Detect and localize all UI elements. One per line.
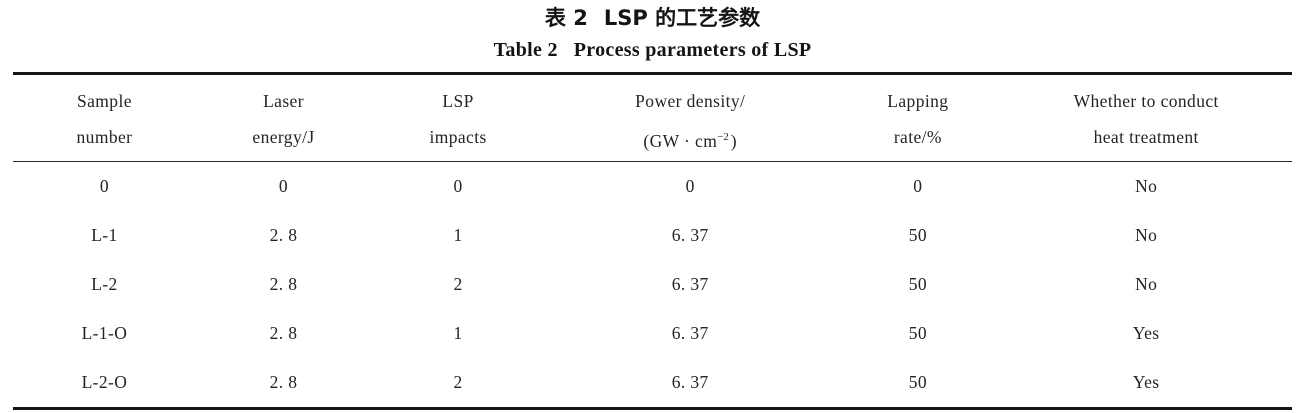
header-line-unit: (GW · cm−2) [545, 119, 835, 155]
table-cell: 2. 8 [269, 372, 298, 392]
table-cell: 2. 8 [269, 274, 298, 294]
header-line: Lapping [887, 91, 949, 111]
header-line: Whether to conduct [1073, 91, 1219, 111]
table-cell: L-1-O [81, 323, 128, 343]
unit-prefix: (GW · cm [643, 130, 718, 151]
table-cell: L-1 [91, 225, 118, 245]
table-cell: Yes [1132, 323, 1160, 343]
header-line: energy/J [252, 127, 315, 147]
column-header-heat-treatment: Whether to conduct heat treatment [1000, 73, 1292, 162]
header-line: impacts [429, 127, 487, 147]
table-header: Sample number Laser energy/J LSP impacts… [13, 73, 1292, 162]
table-row: L-1 2. 8 1 6. 37 50 No [13, 211, 1292, 260]
table-cell: 1 [453, 225, 463, 245]
table-caption-zh-text: LSP 的工艺参数 [603, 6, 761, 30]
table-row: L-2-O 2. 8 2 6. 37 50 Yes [13, 358, 1292, 409]
table-caption-zh: 表 2 LSP 的工艺参数 [0, 0, 1305, 32]
table-cell: 1 [453, 323, 463, 343]
table-cell: 50 [908, 323, 928, 343]
table-cell: 2 [453, 372, 463, 392]
table-caption-en-label: Table 2 [493, 39, 558, 61]
column-header-laser-energy: Laser energy/J [195, 73, 372, 162]
table-cell: No [1135, 274, 1158, 294]
table-cell: L-2-O [81, 372, 128, 392]
process-parameters-table: Sample number Laser energy/J LSP impacts… [13, 72, 1292, 410]
table-cell: 50 [908, 372, 928, 392]
unit-suffix: ) [730, 130, 738, 151]
column-header-power-density: Power density/ (GW · cm−2) [545, 73, 836, 162]
table-caption-zh-label: 表 2 [544, 6, 588, 30]
table-body: 0 0 0 0 0 No L-1 2. 8 1 6. 37 50 No L-2 2. 8 2 6. 37 50 N… [13, 162, 1292, 409]
table-cell: No [1135, 176, 1158, 196]
table-cell: 0 [685, 176, 695, 196]
table-cell: 6. 37 [671, 372, 709, 392]
table-caption-en: Table 2 Process parameters of LSP [0, 37, 1305, 63]
column-header-lapping-rate: Lapping rate/% [835, 73, 1001, 162]
header-line: Sample [76, 91, 132, 111]
table-cell: L-2 [91, 274, 118, 294]
table-cell: 2. 8 [269, 225, 298, 245]
table-cell: No [1135, 225, 1158, 245]
header-line: Laser [263, 91, 304, 111]
table-caption-en-text: Process parameters of LSP [573, 39, 812, 61]
table-header-row: Sample number Laser energy/J LSP impacts… [13, 73, 1292, 162]
unit-superscript: −2 [717, 131, 729, 143]
table-cell: 2. 8 [269, 323, 298, 343]
table-cell: 6. 37 [671, 323, 709, 343]
header-line: LSP [442, 91, 474, 111]
table-row: L-2 2. 8 2 6. 37 50 No [13, 260, 1292, 309]
table-cell: 50 [908, 225, 928, 245]
header-line: rate/% [893, 127, 942, 147]
table-row: 0 0 0 0 0 No [13, 162, 1292, 212]
table-cell: 0 [913, 176, 923, 196]
table-cell: 0 [278, 176, 289, 196]
table-cell: 50 [908, 274, 928, 294]
table-cell: 0 [453, 176, 463, 196]
column-header-sample-number: Sample number [13, 73, 196, 162]
table-cell: 0 [99, 176, 110, 196]
table-cell: 6. 37 [671, 225, 709, 245]
table-row: L-1-O 2. 8 1 6. 37 50 Yes [13, 309, 1292, 358]
header-line: heat treatment [1093, 127, 1199, 147]
table-cell: Yes [1132, 372, 1160, 392]
table-cell: 6. 37 [671, 274, 709, 294]
table-cell: 2 [453, 274, 463, 294]
header-line: number [76, 127, 133, 147]
header-line: Power density/ [635, 91, 746, 111]
column-header-lsp-impacts: LSP impacts [371, 73, 546, 162]
